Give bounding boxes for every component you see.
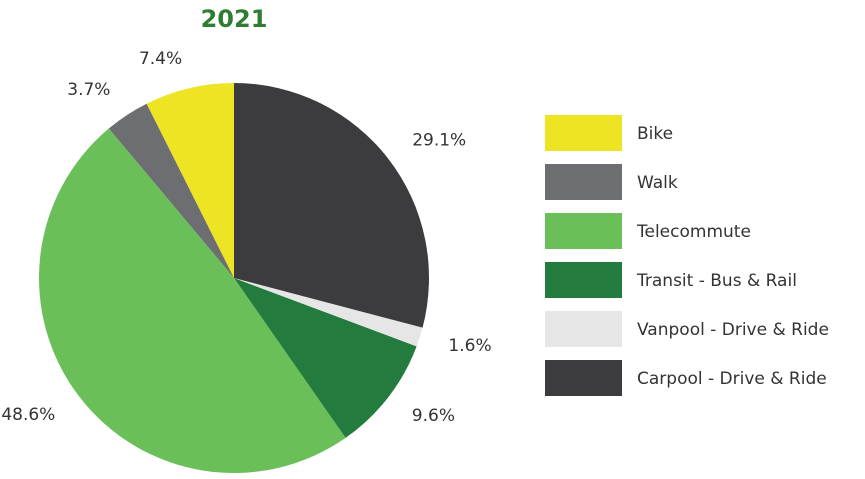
data-label: 7.4% <box>139 49 182 69</box>
data-label: 48.6% <box>1 405 55 425</box>
pie-slice <box>234 83 429 328</box>
legend-swatch <box>545 164 622 200</box>
legend-swatch <box>545 262 622 298</box>
data-label: 29.1% <box>412 131 466 151</box>
pie-slice <box>234 278 423 347</box>
legend-swatch <box>545 311 622 347</box>
legend-label: Walk <box>637 173 678 193</box>
legend-label: Transit - Bus & Rail <box>636 271 797 291</box>
pie-slice <box>146 83 234 278</box>
legend-swatch <box>545 115 622 151</box>
data-label: 9.6% <box>412 406 455 426</box>
legend-label: Carpool - Drive & Ride <box>637 369 827 389</box>
pie-slice <box>108 103 234 278</box>
legend-label: Vanpool - Drive & Ride <box>637 320 829 340</box>
pie-slice <box>234 278 417 438</box>
legend-label: Telecommute <box>636 222 751 242</box>
pie-slice <box>38 128 346 474</box>
legend-swatch <box>545 360 622 396</box>
legend-label: Bike <box>637 124 673 144</box>
chart-title: 2021 <box>201 5 268 33</box>
legend-swatch <box>545 213 622 249</box>
data-label: 3.7% <box>67 80 110 100</box>
data-label: 1.6% <box>448 336 491 356</box>
